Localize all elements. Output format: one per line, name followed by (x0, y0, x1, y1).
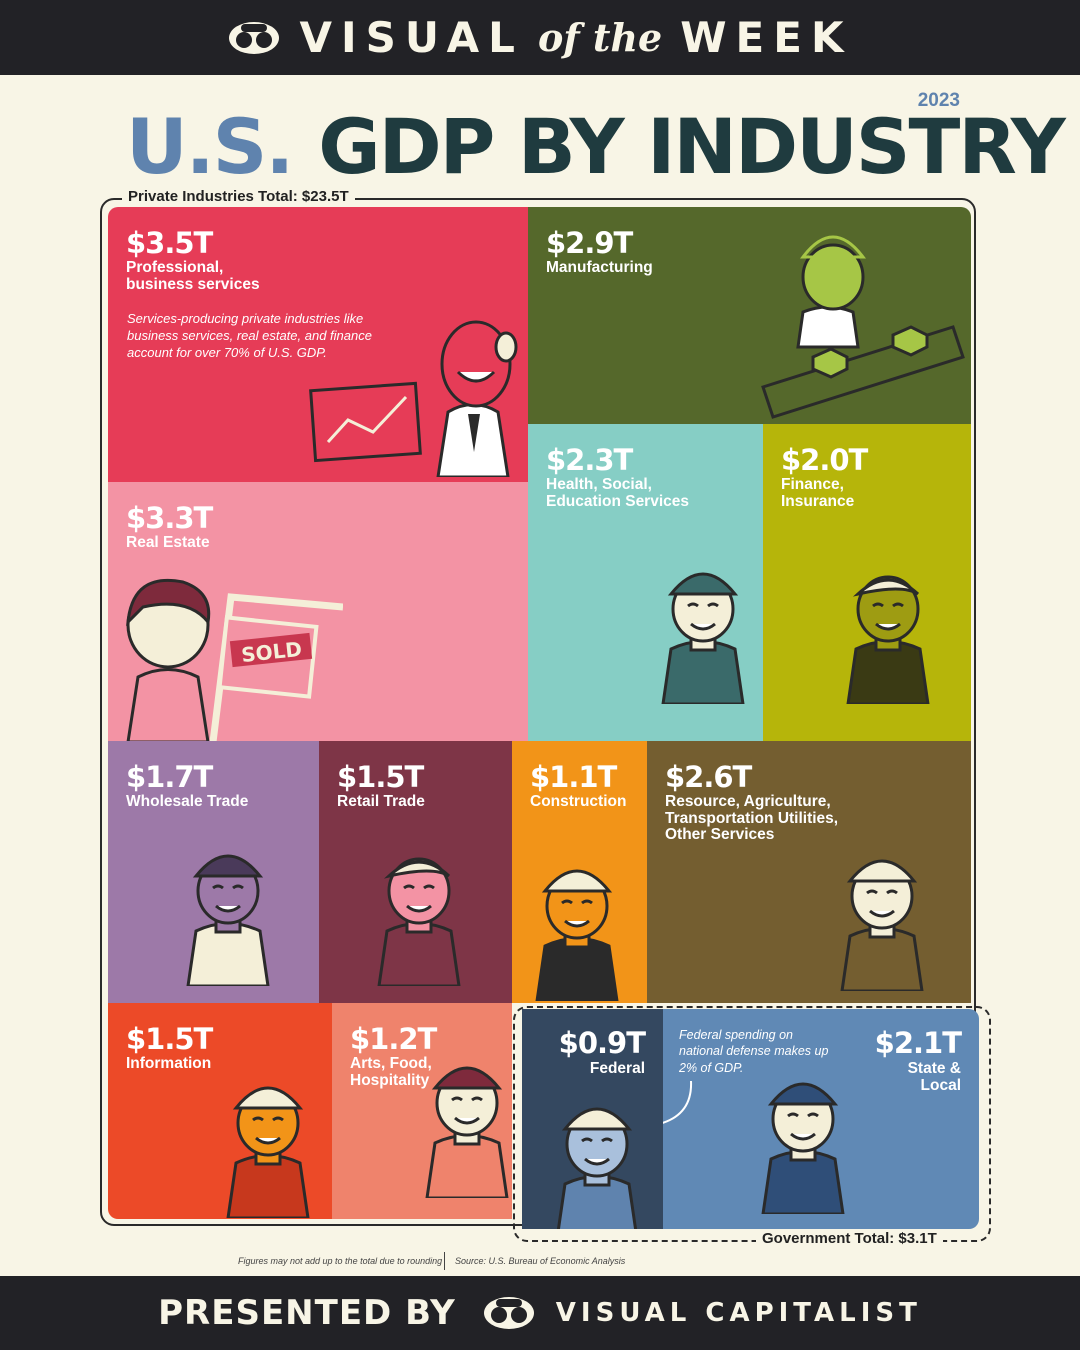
tile-label-manufacturing: Manufacturing (546, 259, 653, 276)
visual-capitalist-logo-icon (483, 1297, 534, 1329)
wholesale-trade-illustration-icon (168, 836, 288, 991)
tile-value-wholesale-trade: $1.7T (126, 760, 213, 794)
tile-label-state-local-government: State & Local (907, 1060, 961, 1094)
footer-divider (444, 1252, 445, 1270)
tile-arts-food-hospitality: $1.2T Arts, Food, Hospitality (332, 1003, 512, 1219)
title-main: GDP BY INDUSTRY (318, 101, 1066, 191)
rounding-note: Figures may not add up to the total due … (238, 1256, 443, 1266)
tile-resource-agriculture-transportation: $2.6T Resource, Agriculture, Transportatio… (647, 741, 971, 1003)
tile-construction: $1.1T Construction (512, 741, 647, 1003)
real-estate-illustration-icon: SOLD (113, 567, 344, 741)
health-social-education-illustration-icon (643, 554, 763, 709)
tile-information: $1.5T Information (108, 1003, 332, 1219)
defense-annotation: Federal spending on national defense mak… (679, 1028, 829, 1075)
tile-professional-business-services: $3.5T Professional, business services Servi… (108, 207, 528, 482)
footer-bar: PRESENTED BY VISUAL CAPITALIST (0, 1276, 1080, 1350)
tile-manufacturing: $2.9T Manufacturing (528, 207, 971, 424)
tile-retail-trade: $1.5T Retail Trade (319, 741, 512, 1003)
finance-insurance-illustration-icon (828, 554, 948, 709)
retail-trade-illustration-icon (359, 836, 479, 991)
tile-label-retail-trade: Retail Trade (337, 793, 425, 810)
construction-illustration-icon (517, 851, 637, 1003)
tile-wholesale-trade: $1.7T Wholesale Trade (108, 741, 319, 1003)
tile-value-manufacturing: $2.9T (546, 226, 633, 260)
professional-business-services-illustration-icon (308, 302, 523, 482)
source-note: Source: U.S. Bureau of Economic Analysis (455, 1256, 626, 1266)
tile-value-professional-business-services: $3.5T (126, 226, 213, 260)
presented-by: PRESENTED BY (158, 1293, 456, 1333)
header-visual: VISUAL (299, 13, 524, 62)
tile-label-information: Information (126, 1055, 212, 1072)
header-week: WEEK (680, 13, 853, 62)
tile-federal-government: $0.9T Federal (522, 1009, 663, 1229)
tile-health-social-education: $2.3T Health, Social, Education Services (528, 424, 763, 741)
visual-capitalist-logo-icon (229, 21, 280, 54)
tile-label-real-estate: Real Estate (126, 534, 210, 551)
tile-finance-insurance: $2.0T Finance, Insurance (763, 424, 971, 741)
year-label: 2023 (917, 90, 960, 111)
government-total-label: Government Total: $3.1T (756, 1230, 943, 1247)
tile-value-real-estate: $3.3T (126, 501, 213, 535)
tile-real-estate: SOLD $3.3T Real Estate (108, 482, 528, 741)
manufacturing-illustration-icon (753, 217, 968, 424)
tile-value-resource-agriculture-transportation: $2.6T (665, 760, 752, 794)
tile-label-finance-insurance: Finance, Insurance (781, 476, 855, 510)
tile-label-resource-agriculture-transportation: Resource, Agriculture, Transportation Uti… (665, 793, 839, 844)
header-bar: VISUAL of the WEEK (0, 0, 1080, 75)
tile-label-health-social-education: Health, Social, Education Services (546, 476, 690, 510)
private-total-label: Private Industries Total: $23.5T (122, 188, 355, 205)
information-illustration-icon (208, 1068, 328, 1219)
tile-state-local-government: $2.1T State & Local Federal spending on nat… (663, 1009, 979, 1229)
tile-label-construction: Construction (530, 793, 627, 810)
tile-value-health-social-education: $2.3T (546, 443, 633, 477)
tile-label-arts-food-hospitality: Arts, Food, Hospitality (350, 1055, 432, 1089)
government-frame (513, 1006, 991, 1242)
tile-value-construction: $1.1T (530, 760, 617, 794)
page-title: U.S. GDP BY INDUSTRY (126, 102, 1066, 191)
resource-agriculture-transportation-illustration-icon (822, 841, 942, 996)
arts-food-hospitality-illustration-icon (407, 1048, 512, 1203)
tile-value-information: $1.5T (126, 1022, 213, 1056)
title-us: U.S. (126, 101, 294, 191)
state-local-government-illustration-icon (743, 1064, 863, 1219)
header-of-the: of the (537, 15, 663, 60)
tile-value-state-local-government: $2.1T (874, 1026, 962, 1060)
federal-government-illustration-icon (537, 1089, 657, 1229)
annotation-arrow-icon (663, 1080, 693, 1124)
tile-label-wholesale-trade: Wholesale Trade (126, 793, 249, 810)
tile-value-retail-trade: $1.5T (337, 760, 424, 794)
tile-value-finance-insurance: $2.0T (781, 443, 868, 477)
brand-name: VISUAL CAPITALIST (555, 1298, 922, 1328)
tile-value-arts-food-hospitality: $1.2T (350, 1022, 437, 1056)
tile-label-professional-business-services: Professional, business services (126, 259, 260, 293)
services-annotation: Services-producing private industries li… (127, 311, 372, 360)
tile-value-federal-government: $0.9T (558, 1026, 646, 1060)
tile-label-federal-government: Federal (589, 1060, 645, 1077)
